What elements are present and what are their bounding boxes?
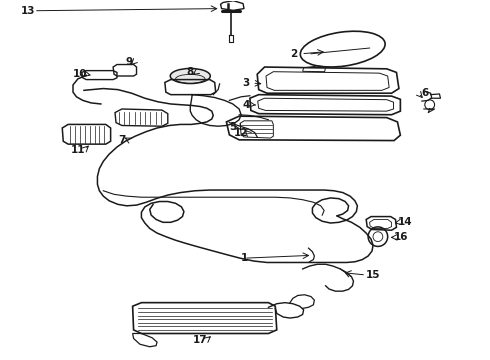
Text: 6: 6 xyxy=(421,88,428,98)
Text: 4: 4 xyxy=(242,100,250,110)
Text: 3: 3 xyxy=(243,78,249,88)
Text: 12: 12 xyxy=(234,128,248,138)
Text: 11: 11 xyxy=(71,144,85,154)
Text: 2: 2 xyxy=(290,49,297,59)
Text: 17: 17 xyxy=(193,334,207,345)
Text: 1: 1 xyxy=(241,253,247,263)
Ellipse shape xyxy=(170,68,210,84)
Text: 15: 15 xyxy=(366,270,380,280)
Text: 10: 10 xyxy=(73,69,87,79)
Text: 16: 16 xyxy=(394,232,409,242)
Text: 9: 9 xyxy=(125,57,132,67)
Text: 5: 5 xyxy=(229,122,236,132)
Text: 13: 13 xyxy=(20,6,35,16)
Text: 7: 7 xyxy=(118,135,125,145)
Text: 8: 8 xyxy=(187,67,194,77)
Text: 14: 14 xyxy=(398,217,413,227)
